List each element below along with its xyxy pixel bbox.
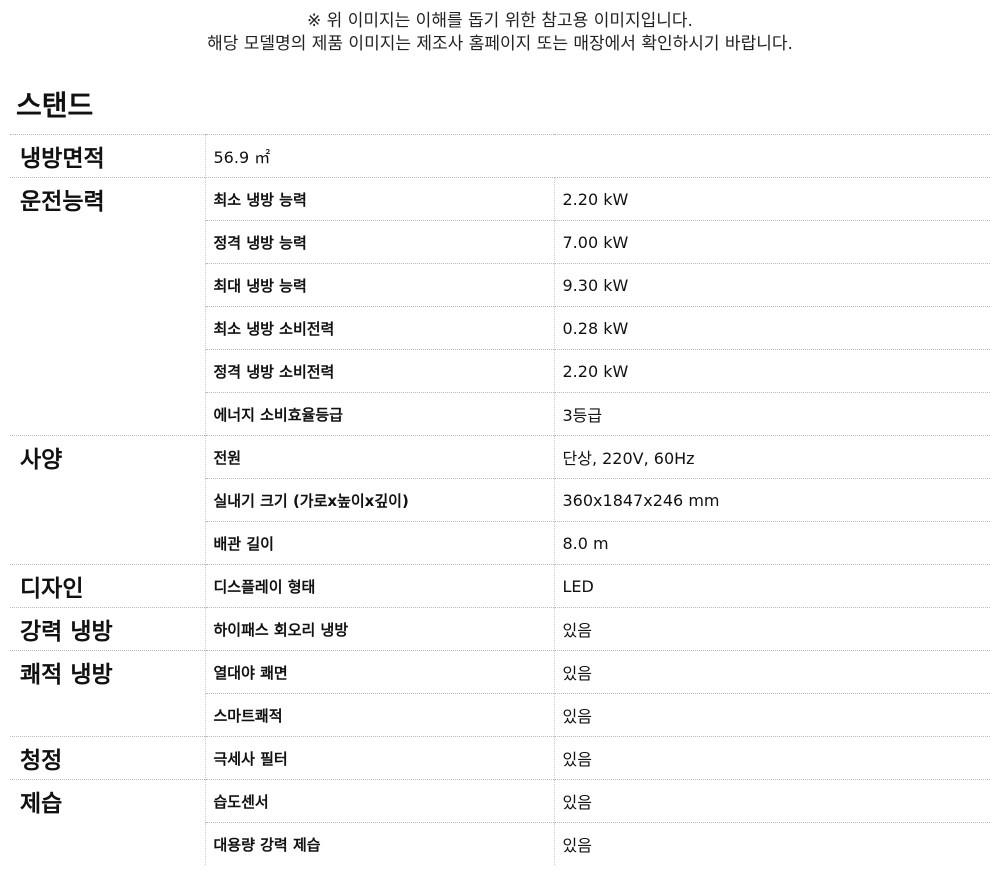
spec-label: 최대 냉방 능력 <box>204 263 554 307</box>
spec-row: 쾌적 냉방 열대야 쾌면 있음 <box>10 650 990 737</box>
spec-row: 강력 냉방 하이패스 회오리 냉방 있음 <box>10 607 990 651</box>
spec-value: 9.30 kW <box>553 263 990 307</box>
category-label: 운전능력 <box>10 177 205 436</box>
category-label: 디자인 <box>10 564 205 608</box>
spec-label: 스마트쾌적 <box>204 693 554 737</box>
spec-label: 열대야 쾌면 <box>204 650 554 694</box>
spec-row: 대용량 강력 제습 있음 <box>10 822 990 865</box>
spec-row: 운전능력 최소 냉방 능력 2.20 kW <box>10 177 990 436</box>
spec-row: 최대 냉방 능력 9.30 kW <box>10 263 990 307</box>
spec-row: 최소 냉방 소비전력 0.28 kW <box>10 306 990 350</box>
spec-row: 사양 전원 단상, 220V, 60Hz <box>10 435 990 565</box>
spec-row: 정격 냉방 소비전력 2.20 kW <box>10 349 990 393</box>
spec-value: LED <box>553 564 990 608</box>
spec-value: 단상, 220V, 60Hz <box>553 435 990 479</box>
spec-row: 디자인 디스플레이 형태 LED <box>10 564 990 608</box>
category-label: 청정 <box>10 736 205 780</box>
spec-value: 3등급 <box>553 392 990 436</box>
spec-row: 에너지 소비효율등급 3등급 <box>10 392 990 436</box>
spec-value: 56.9 ㎡ <box>204 134 990 178</box>
spec-value: 있음 <box>553 650 990 694</box>
category-label: 강력 냉방 <box>10 607 205 651</box>
spec-label: 습도센서 <box>204 779 554 823</box>
spec-value: 있음 <box>553 736 990 780</box>
spec-table: 냉방면적 56.9 ㎡ 운전능력 최소 냉방 능력 2.20 kW 정격 냉방 능력 7… <box>10 134 990 865</box>
spec-value: 360x1847x246 mm <box>553 478 990 522</box>
spec-row: 배관 길이 8.0 m <box>10 521 990 565</box>
spec-label: 최소 냉방 소비전력 <box>204 306 554 350</box>
category-label: 제습 <box>10 779 205 865</box>
spec-label: 하이패스 회오리 냉방 <box>204 607 554 651</box>
notice-line-2: 해당 모델명의 제품 이미지는 제조사 홈페이지 또는 매장에서 확인하시기 바… <box>207 34 793 54</box>
spec-row-area: 냉방면적 56.9 ㎡ <box>10 134 990 178</box>
spec-label: 정격 냉방 소비전력 <box>204 349 554 393</box>
spec-value: 있음 <box>553 822 990 865</box>
spec-label: 최소 냉방 능력 <box>204 177 554 221</box>
spec-row: 제습 습도센서 있음 <box>10 779 990 865</box>
spec-label: 디스플레이 형태 <box>204 564 554 608</box>
spec-label: 정격 냉방 능력 <box>204 220 554 264</box>
spec-row: 정격 냉방 능력 7.00 kW <box>10 220 990 264</box>
spec-value: 2.20 kW <box>553 177 990 221</box>
spec-value: 있음 <box>553 779 990 823</box>
page-title: 스탠드 <box>16 89 94 122</box>
spec-row: 실내기 크기 (가로x높이x깊이) 360x1847x246 mm <box>10 478 990 522</box>
spec-label: 에너지 소비효율등급 <box>204 392 554 436</box>
category-label: 사양 <box>10 435 205 565</box>
notice-line-1: ※ 위 이미지는 이해를 돕기 위한 참고용 이미지입니다. <box>307 11 693 31</box>
spec-label: 전원 <box>204 435 554 479</box>
category-label: 쾌적 냉방 <box>10 650 205 737</box>
spec-value: 0.28 kW <box>553 306 990 350</box>
spec-label: 배관 길이 <box>204 521 554 565</box>
spec-label: 실내기 크기 (가로x높이x깊이) <box>204 478 554 522</box>
spec-label: 극세사 필터 <box>204 736 554 780</box>
spec-value: 있음 <box>553 693 990 737</box>
spec-label: 대용량 강력 제습 <box>204 822 554 865</box>
spec-value: 8.0 m <box>553 521 990 565</box>
spec-value: 2.20 kW <box>553 349 990 393</box>
spec-value: 7.00 kW <box>553 220 990 264</box>
spec-row: 스마트쾌적 있음 <box>10 693 990 737</box>
spec-row: 청정 극세사 필터 있음 <box>10 736 990 780</box>
category-label: 냉방면적 <box>10 134 205 178</box>
spec-value: 있음 <box>553 607 990 651</box>
reference-image-notice: ※ 위 이미지는 이해를 돕기 위한 참고용 이미지입니다. 해당 모델명의 제… <box>0 0 1000 56</box>
